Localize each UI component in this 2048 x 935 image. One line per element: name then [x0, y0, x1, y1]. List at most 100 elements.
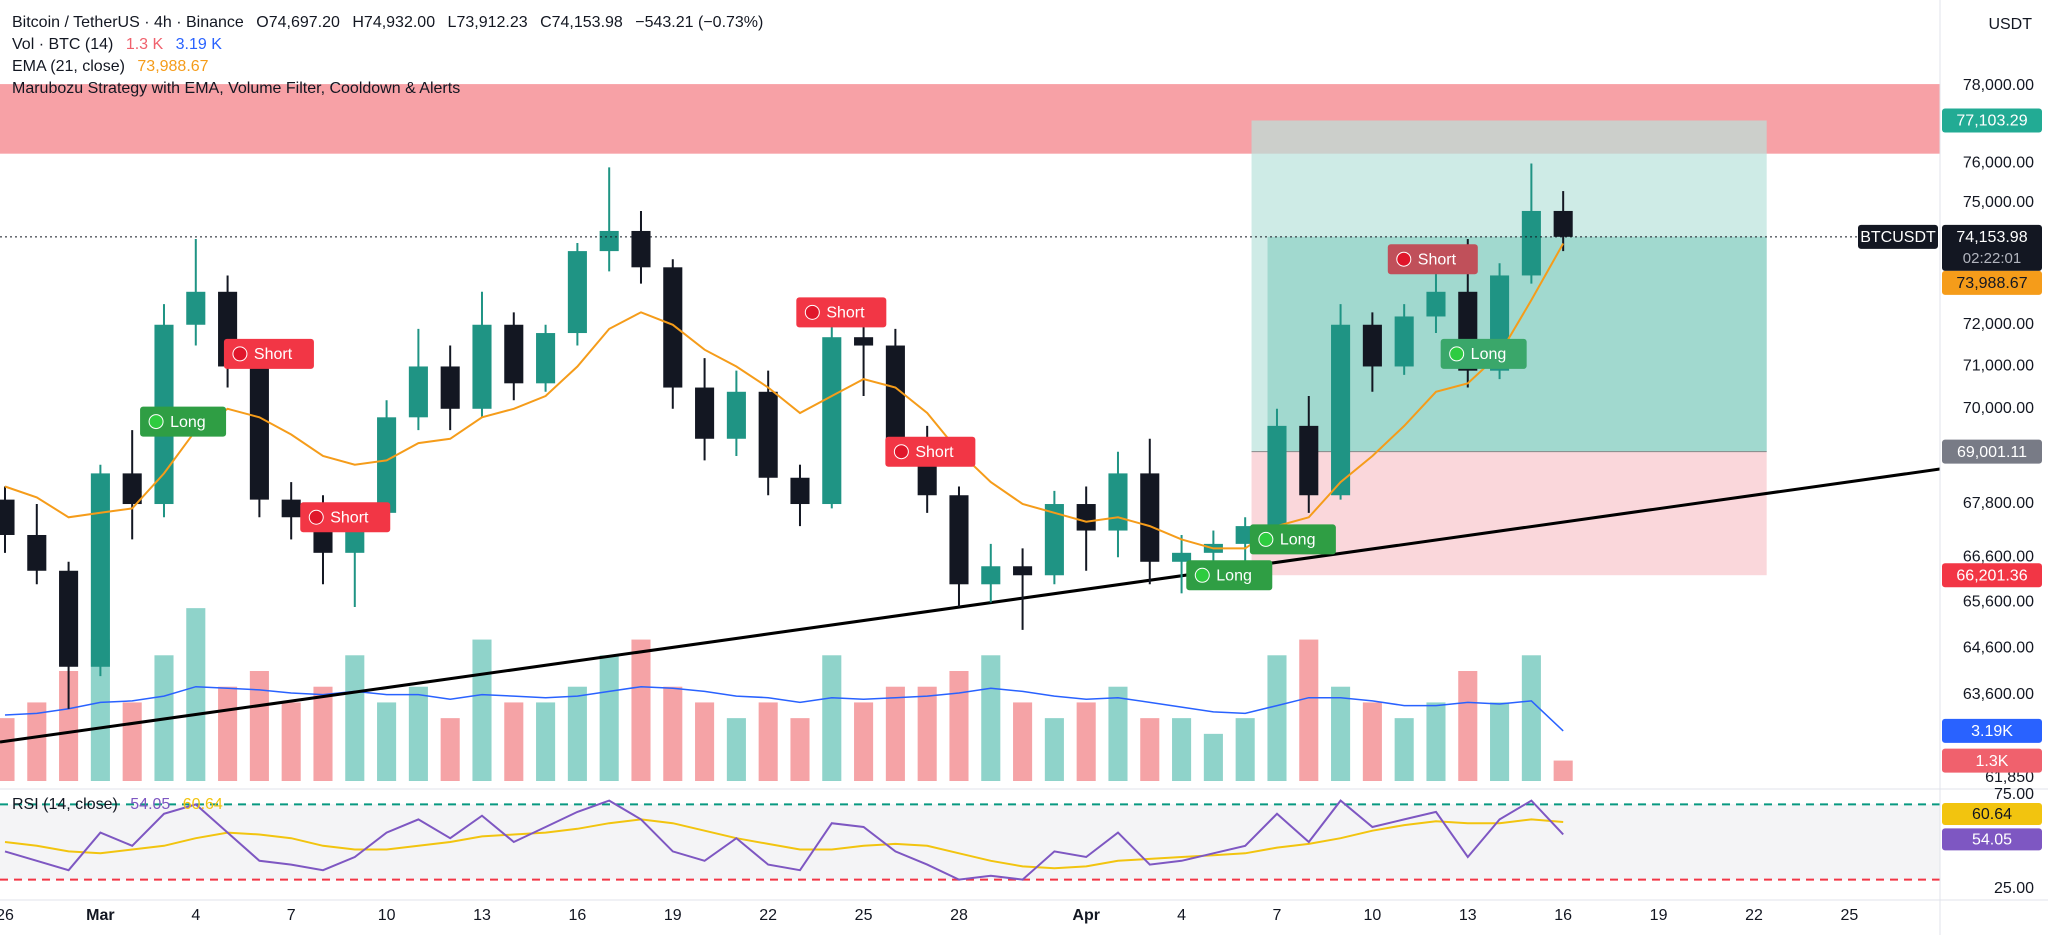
signal-label: Short	[826, 305, 865, 322]
target-tag: 77,103.29	[1956, 113, 2027, 130]
signal-box	[1249, 524, 1336, 555]
volume-bar	[1044, 718, 1064, 781]
candle-body	[0, 499, 15, 535]
signal-dot	[1194, 567, 1210, 583]
volume-bar	[1267, 655, 1287, 781]
volume-bar	[854, 702, 874, 781]
volume-bar	[917, 686, 937, 781]
candle-body	[122, 473, 142, 505]
rsi-title: RSI (14, close)	[12, 796, 118, 813]
volume-ma-value: 3.19 K	[175, 36, 222, 53]
volume-bar	[408, 686, 428, 781]
rsi-ma-tag: 60.64	[1972, 806, 2012, 823]
signal-dot	[308, 509, 324, 525]
candle-body	[1140, 473, 1160, 562]
candle-body	[472, 324, 492, 409]
countdown: 02:22:01	[1963, 250, 2021, 267]
candle-body	[1108, 473, 1128, 531]
volume-bar	[313, 686, 333, 781]
volume-bar	[472, 639, 492, 781]
signal-label: Short	[254, 346, 293, 363]
stop-tag-bg	[1942, 563, 2042, 588]
candle-body	[1044, 504, 1064, 576]
signal-label: Long	[1471, 346, 1507, 363]
volume-ma-line	[4, 685, 1564, 732]
signal-box	[140, 406, 227, 437]
volume-title: Vol · BTC (14)	[12, 36, 114, 53]
volume-bar	[1553, 760, 1573, 781]
currency: USDT	[1988, 16, 2032, 33]
y-tick-label: 70,000.00	[1963, 400, 2034, 417]
signal-box	[223, 338, 314, 369]
candle-body	[949, 495, 969, 585]
candle-body	[1362, 324, 1382, 367]
volume-bar	[1235, 718, 1255, 781]
current-price-bg	[1942, 224, 2042, 271]
candle-body	[567, 251, 587, 334]
x-tick-label: Mar	[86, 907, 114, 924]
ema-title: EMA (21, close)	[12, 58, 125, 75]
x-tick-label: 16	[1554, 907, 1572, 924]
volume-bar	[949, 671, 969, 781]
rsi-band	[0, 804, 1940, 880]
y-tick-label: 65,600.00	[1963, 594, 2034, 611]
ema-value: 73,988.67	[137, 58, 209, 75]
trendline	[0, 467, 1940, 744]
ohlc-low: L73,912.23	[447, 14, 528, 31]
x-tick-label: 16	[568, 907, 586, 924]
volume-bar	[1521, 655, 1541, 781]
x-tick-label: 10	[378, 907, 396, 924]
volume-bar	[186, 608, 206, 781]
axes: 78,000.00 76,000.00 75,000.00 72,000.00 71,0…	[0, 77, 2042, 924]
rsi-value: 54.05	[130, 796, 171, 813]
signal-label: Short	[330, 509, 369, 526]
signal-label: Long	[170, 414, 206, 431]
volume-bar	[822, 655, 842, 781]
x-tick-label: 28	[950, 907, 968, 924]
y-tick-label: 63,600.00	[1963, 686, 2034, 703]
candle-body	[695, 387, 715, 439]
volume-bar	[758, 702, 778, 781]
volume-bar	[567, 686, 587, 781]
volume-bar	[631, 639, 651, 781]
x-tick-label: 10	[1363, 907, 1381, 924]
x-tick-label: 4	[1177, 907, 1186, 924]
ema-row: EMA (21, close) 73,988.67	[12, 56, 771, 78]
signal-box	[1440, 338, 1527, 369]
volume-bar	[1490, 702, 1510, 781]
y-tick-label: 67,800.00	[1963, 495, 2034, 512]
legend-header: Bitcoin / TetherUS · 4h · Binance O74,69…	[12, 12, 771, 100]
candle-body	[1331, 324, 1351, 496]
signal-label: Long	[1216, 567, 1252, 584]
signal-box	[796, 297, 887, 328]
volume-bar	[663, 686, 683, 781]
candle-body	[59, 570, 79, 667]
volume-bar	[1299, 639, 1319, 781]
strategy: Marubozu Strategy with EMA, Volume Filte…	[12, 80, 461, 97]
volume-bar	[1458, 671, 1478, 781]
signal-label: Long	[1280, 532, 1316, 549]
rsi-tick-label: 25.00	[1994, 880, 2034, 897]
signal-dot	[232, 346, 248, 362]
candle-body	[186, 291, 206, 325]
signal-label: Short	[1418, 251, 1457, 268]
y-tick-label: 78,000.00	[1963, 77, 2034, 94]
y-tick-label: 71,000.00	[1963, 358, 2034, 375]
volume-bar	[218, 686, 238, 781]
candle-body	[1013, 566, 1033, 576]
candle-body	[885, 345, 905, 439]
candle-body	[504, 324, 524, 384]
volume-bar	[90, 639, 110, 781]
x-tick-label: 13	[1459, 907, 1477, 924]
volume-bar	[885, 686, 905, 781]
x-tick-label: 22	[1745, 907, 1763, 924]
current-price: 74,153.98	[1956, 229, 2027, 246]
candle-body	[1267, 425, 1287, 527]
volume-bar	[27, 702, 47, 781]
signal-dot	[1396, 251, 1412, 267]
volume-bar	[536, 702, 556, 781]
rsi-ma-value: 60.64	[182, 796, 223, 813]
volume-bar	[440, 718, 460, 781]
